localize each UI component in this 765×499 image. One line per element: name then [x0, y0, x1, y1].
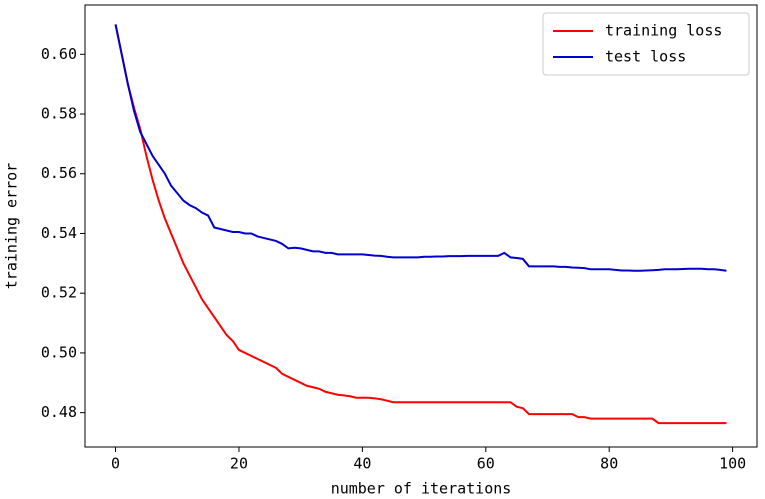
x-tick-label: 100: [719, 455, 746, 473]
y-tick-label: 0.58: [41, 105, 77, 123]
legend-box: [542, 12, 750, 76]
line-series: [114, 24, 727, 272]
x-axis-label: number of iterations: [331, 480, 512, 498]
y-tick-label: 0.56: [41, 164, 77, 182]
x-tick-label: 0: [111, 455, 120, 473]
legend-label: test loss: [605, 48, 686, 66]
legend-label: training loss: [605, 22, 722, 40]
plot-frame: [84, 4, 758, 448]
y-tick-label: 0.60: [41, 45, 77, 63]
y-axis-label: training error: [3, 163, 21, 289]
x-tick-label: 40: [353, 455, 371, 473]
x-tick-label: 20: [230, 455, 248, 473]
x-tick-label: 60: [477, 455, 495, 473]
x-tick-label: 80: [600, 455, 618, 473]
y-tick-label: 0.50: [41, 343, 77, 361]
y-tick-label: 0.52: [41, 284, 77, 302]
y-tick-label: 0.54: [41, 224, 77, 242]
y-tick-label: 0.48: [41, 403, 77, 421]
line-series: [114, 24, 727, 425]
